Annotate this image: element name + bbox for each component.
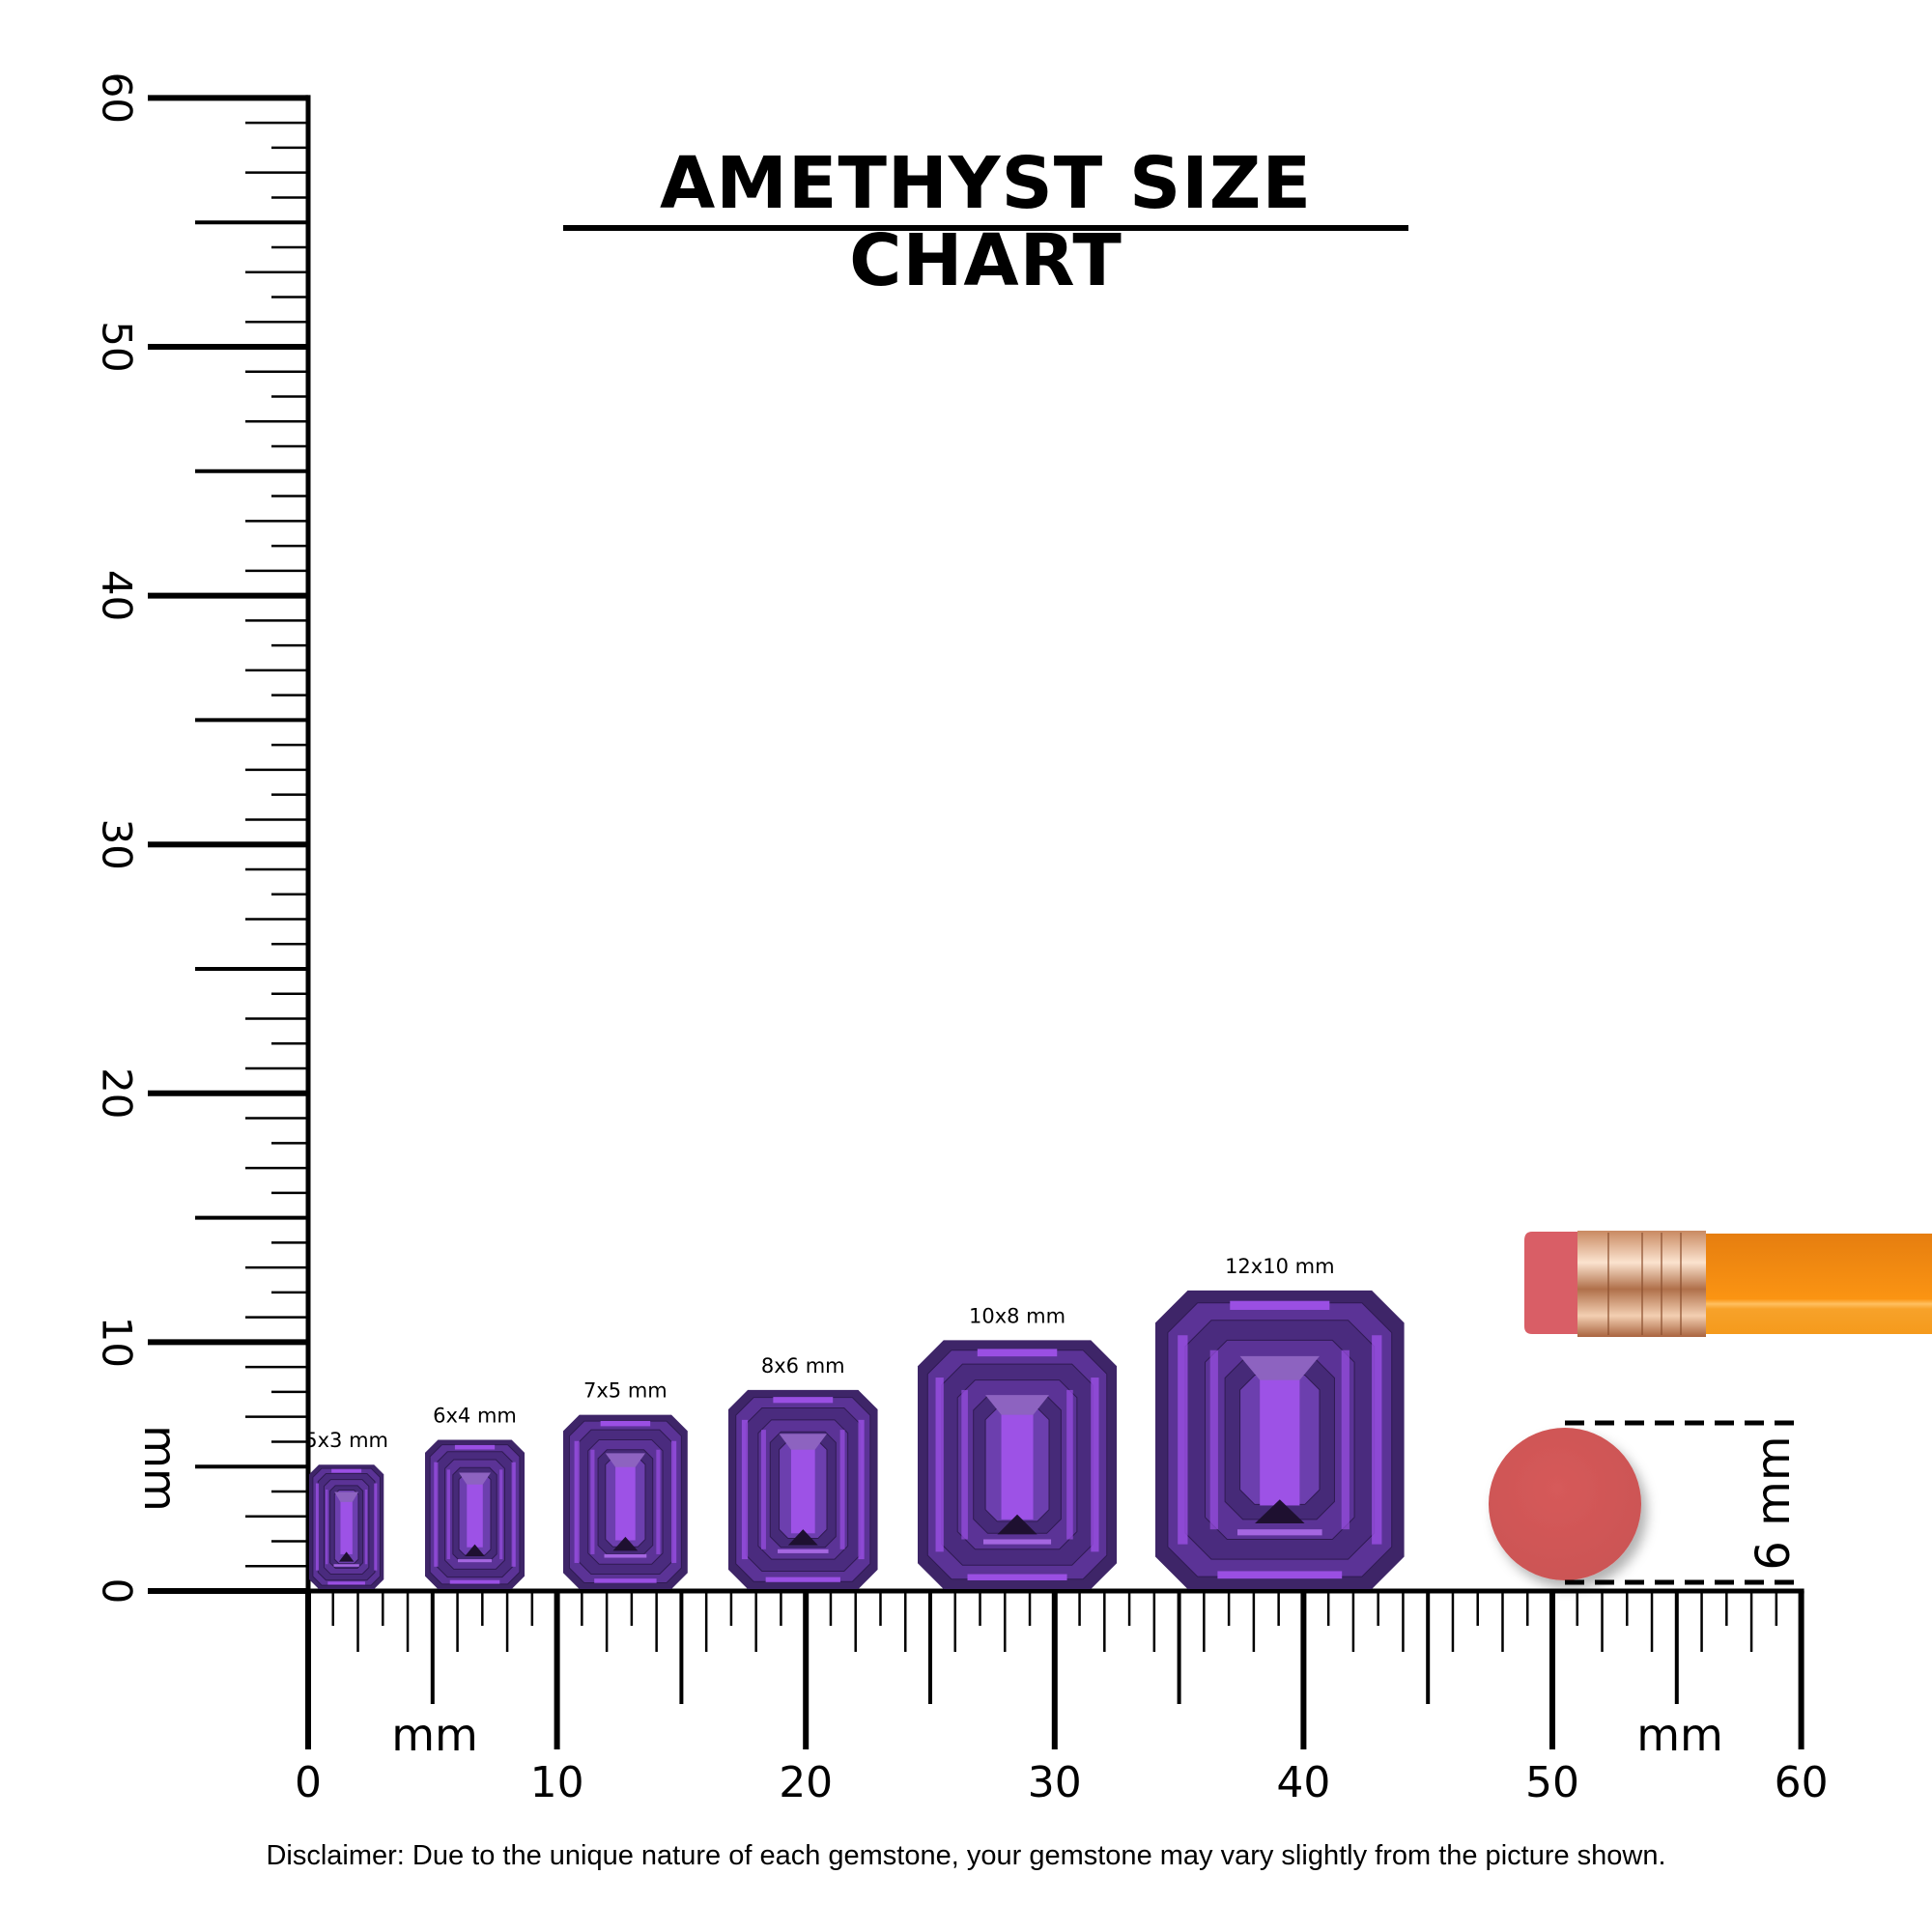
gem-facet <box>612 1536 639 1551</box>
gem-facet-highlight <box>1178 1335 1188 1545</box>
vertical-ruler-label: 40 <box>94 570 141 621</box>
gem-facet <box>459 1472 492 1485</box>
gem-size-label: 10x8 mm <box>969 1304 1065 1327</box>
gem-size-label: 5x3 mm <box>304 1429 388 1452</box>
gem-facet-highlight <box>364 1489 368 1565</box>
horizontal-ruler-label: 30 <box>1028 1758 1082 1807</box>
gem-facet-highlight <box>935 1378 944 1552</box>
gem-facet <box>334 1492 359 1502</box>
gem-facet-highlight <box>967 1574 1067 1580</box>
vertical-ruler-label: 10 <box>94 1317 141 1368</box>
gem-facet-highlight <box>671 1440 677 1563</box>
pencil-image <box>1524 1231 1932 1337</box>
vertical-ruler-label: 20 <box>94 1067 141 1119</box>
gem-facet-highlight <box>983 1539 1052 1545</box>
gem-facet-highlight <box>326 1489 328 1565</box>
gem-facet-highlight <box>1372 1335 1382 1545</box>
gem-facet-highlight <box>1230 1300 1330 1310</box>
horizontal-ruler-unit: mm <box>1636 1709 1723 1761</box>
gem-facet-highlight <box>761 1430 766 1549</box>
gem-size-label: 7x5 mm <box>583 1379 668 1403</box>
gem-12x10-mm <box>1155 1290 1405 1589</box>
gem-facet-highlight <box>434 1462 439 1567</box>
gem-facet-highlight <box>600 1420 651 1427</box>
eraser-circle <box>1489 1428 1641 1580</box>
gem-facet-highlight <box>499 1469 503 1560</box>
horizontal-ruler-unit: mm <box>391 1709 478 1761</box>
gem-facet-highlight <box>590 1449 595 1554</box>
gem-facet-highlight <box>333 1564 359 1567</box>
gem-size-label: 8x6 mm <box>761 1354 845 1378</box>
gem-facet-highlight <box>331 1468 362 1473</box>
gem-facet-highlight <box>594 1578 657 1583</box>
gem-facet-highlight <box>1066 1389 1073 1540</box>
gem-8x6-mm <box>728 1389 878 1589</box>
gem-facet-highlight <box>773 1397 834 1404</box>
gem-facet-highlight <box>1237 1529 1322 1536</box>
horizontal-ruler-label: 50 <box>1525 1758 1579 1807</box>
page-title: AMETHYST SIZE CHART <box>659 142 1313 302</box>
disclaimer-text: Disclaimer: Due to the unique nature of … <box>266 1840 1666 1871</box>
gem-facet-highlight <box>765 1577 840 1582</box>
gem-facet-highlight <box>656 1449 661 1554</box>
gem-table <box>340 1499 353 1554</box>
gem-facet-highlight <box>858 1419 865 1560</box>
gem-facet-highlight <box>1209 1350 1218 1530</box>
gem-facet-highlight <box>449 1579 500 1584</box>
gem-facet <box>338 1551 355 1562</box>
horizontal-ruler-label: 20 <box>779 1758 833 1807</box>
eraser-size-label: 6 mm <box>1747 1435 1801 1570</box>
gem-facet-highlight <box>511 1462 516 1567</box>
gem-facet-highlight <box>454 1444 496 1450</box>
gem-facet-highlight <box>315 1483 320 1571</box>
gem-facet-highlight <box>374 1483 378 1571</box>
gem-facet-highlight <box>961 1389 968 1540</box>
gem-size-label: 6x4 mm <box>433 1404 517 1427</box>
gem-table <box>1260 1374 1300 1506</box>
gem-table <box>790 1445 815 1534</box>
vertical-ruler-unit: mm <box>134 1425 186 1512</box>
gem-table <box>467 1481 483 1548</box>
gem-facet-highlight <box>839 1430 845 1549</box>
gem-facet <box>1255 1499 1305 1523</box>
gem-facet-highlight <box>327 1581 365 1585</box>
gem-facet-highlight <box>741 1419 749 1560</box>
gem-facet-highlight <box>1091 1378 1099 1552</box>
gem-facet <box>779 1434 828 1450</box>
vertical-ruler-label: 60 <box>94 72 141 124</box>
gem-facet-highlight <box>778 1548 829 1553</box>
gem-facet-highlight <box>1217 1571 1343 1579</box>
gem-facet <box>985 1395 1050 1415</box>
horizontal-ruler-label: 60 <box>1775 1758 1829 1807</box>
vertical-ruler-label: 30 <box>94 818 141 869</box>
horizontal-ruler-label: 10 <box>530 1758 584 1807</box>
gem-facet <box>787 1529 818 1546</box>
gem-facet-highlight <box>604 1553 647 1558</box>
gem-5x3-mm <box>309 1464 384 1589</box>
vertical-ruler-label: 0 <box>94 1578 141 1605</box>
gem-facet <box>465 1544 485 1556</box>
gem-facet-highlight <box>458 1559 493 1563</box>
title-underline <box>563 225 1408 231</box>
pencil-eraser <box>1524 1232 1577 1334</box>
gem-10x8-mm <box>918 1340 1118 1589</box>
gem-7x5-mm <box>563 1414 688 1589</box>
gem-6x4-mm <box>425 1439 526 1589</box>
vertical-ruler-label: 50 <box>94 321 141 372</box>
gem-facet <box>605 1453 646 1467</box>
gem-facet <box>997 1514 1037 1535</box>
pencil-body <box>1704 1234 1932 1334</box>
horizontal-ruler-label: 0 <box>295 1758 322 1807</box>
gem-facet-highlight <box>446 1469 450 1560</box>
gem-facet-highlight <box>977 1349 1058 1357</box>
gem-facet <box>1239 1355 1321 1380</box>
gem-size-label: 12x10 mm <box>1225 1255 1334 1278</box>
gem-facet-highlight <box>574 1440 580 1563</box>
horizontal-ruler-label: 40 <box>1276 1758 1330 1807</box>
gem-table <box>1001 1409 1034 1520</box>
gem-table <box>615 1463 636 1541</box>
gem-facet-highlight <box>1341 1350 1350 1530</box>
